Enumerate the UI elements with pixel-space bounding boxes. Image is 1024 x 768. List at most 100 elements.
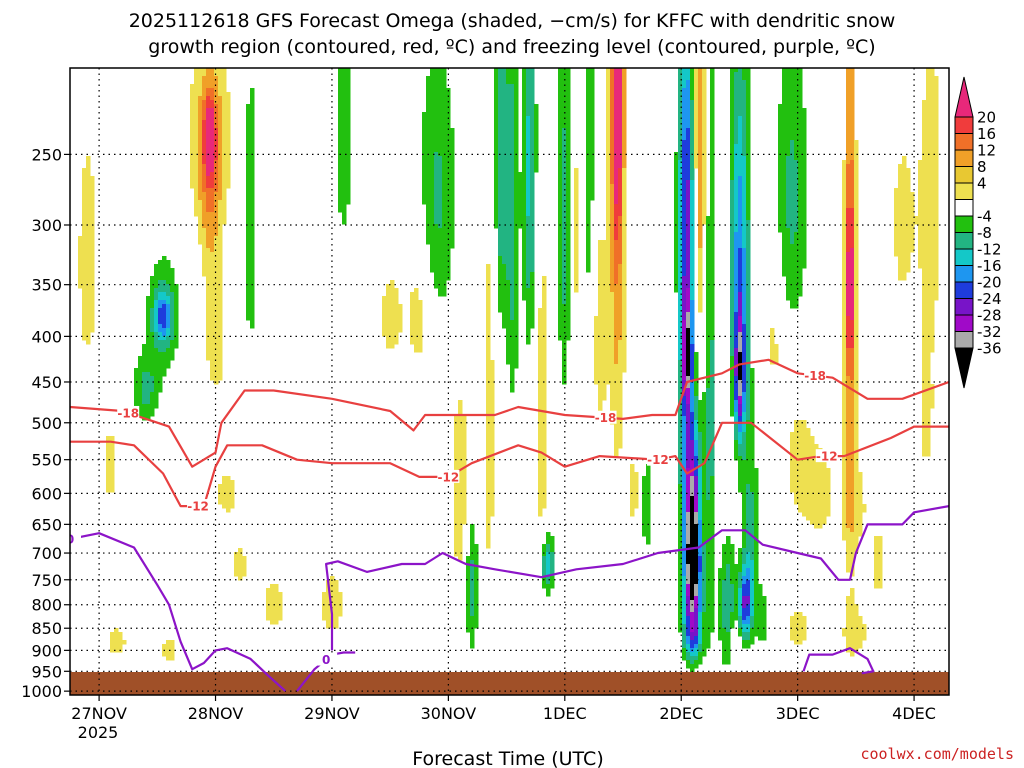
omega-cell (614, 404, 619, 409)
omega-cell (206, 240, 211, 245)
omega-cell (690, 368, 695, 373)
omega-cell (450, 128, 455, 133)
omega-cell (634, 484, 639, 489)
omega-cell (630, 472, 635, 477)
omega-cell (686, 328, 691, 333)
omega-cell (510, 248, 515, 253)
omega-cell (690, 228, 695, 233)
omega-cell (558, 144, 563, 149)
omega-cell (214, 376, 219, 381)
omega-cell (622, 276, 627, 281)
omega-cell (242, 572, 247, 577)
omega-cell (686, 264, 691, 269)
omega-cell (454, 504, 459, 509)
omega-cell (446, 108, 451, 113)
omega-cell (522, 84, 527, 89)
omega-cell (710, 300, 715, 305)
omega-cell (586, 148, 591, 153)
omega-cell (562, 256, 567, 261)
omega-cell (538, 488, 543, 493)
omega-cell (690, 276, 695, 281)
omega-cell (506, 340, 511, 345)
omega-cell (154, 376, 159, 381)
omega-cell (206, 320, 211, 325)
omega-cell (430, 120, 435, 125)
omega-cell (686, 484, 691, 489)
omega-cell (202, 264, 207, 269)
omega-cell (558, 252, 563, 257)
omega-cell (586, 84, 591, 89)
omega-cell (426, 140, 431, 145)
omega-cell (698, 520, 703, 525)
omega-cell (706, 276, 711, 281)
omega-cell (90, 188, 95, 193)
omega-cell (202, 244, 207, 249)
omega-cell (566, 336, 571, 341)
omega-cell (614, 92, 619, 97)
omega-cell (346, 156, 351, 161)
omega-cell (710, 408, 715, 413)
omega-cell (682, 296, 687, 301)
omega-cell (538, 352, 543, 357)
omega-cell (214, 132, 219, 137)
omega-cell (90, 240, 95, 245)
omega-cell (146, 328, 151, 333)
omega-cell (506, 244, 511, 249)
omega-cell (346, 132, 351, 137)
omega-cell (390, 280, 395, 285)
omega-cell (390, 316, 395, 321)
omega-cell (434, 180, 439, 185)
omega-cell (194, 100, 199, 105)
omega-cell (510, 268, 515, 273)
omega-cell (498, 276, 503, 281)
omega-cell (682, 236, 687, 241)
omega-cell (698, 528, 703, 533)
omega-cell (614, 372, 619, 377)
omega-cell (526, 112, 531, 117)
omega-cell (506, 156, 511, 161)
omega-cell (594, 360, 599, 365)
omega-cell (682, 88, 687, 93)
omega-cell (462, 488, 467, 493)
omega-cell (194, 96, 199, 101)
omega-cell (218, 240, 223, 245)
omega-cell (706, 612, 711, 617)
omega-cell (514, 332, 519, 337)
omega-cell (198, 128, 203, 133)
omega-cell (702, 144, 707, 149)
omega-cell (614, 132, 619, 137)
omega-cell (706, 336, 711, 341)
omega-cell (618, 120, 623, 125)
omega-cell (502, 204, 507, 209)
omega-cell (594, 352, 599, 357)
omega-cell (198, 72, 203, 77)
omega-cell (278, 596, 283, 601)
omega-cell (454, 536, 459, 541)
omega-cell (610, 348, 615, 353)
omega-cell (434, 252, 439, 257)
omega-cell (598, 332, 603, 337)
omega-cell (338, 120, 343, 125)
omega-cell (390, 324, 395, 329)
omega-cell (534, 116, 539, 121)
omega-cell (226, 160, 231, 165)
omega-cell (86, 228, 91, 233)
omega-cell (530, 88, 535, 93)
omega-cell (706, 400, 711, 405)
omega-cell (250, 296, 255, 301)
omega-cell (542, 460, 547, 465)
omega-cell (214, 72, 219, 77)
omega-cell (526, 188, 531, 193)
omega-cell (610, 388, 615, 393)
omega-cell (538, 396, 543, 401)
omega-cell (438, 248, 443, 253)
omega-cell (506, 304, 511, 309)
omega-cell (486, 468, 491, 473)
omega-cell (542, 448, 547, 453)
omega-cell (246, 252, 251, 257)
omega-cell (426, 204, 431, 209)
omega-cell (90, 300, 95, 305)
omega-cell (486, 396, 491, 401)
omega-cell (630, 496, 635, 501)
omega-cell (506, 292, 511, 297)
